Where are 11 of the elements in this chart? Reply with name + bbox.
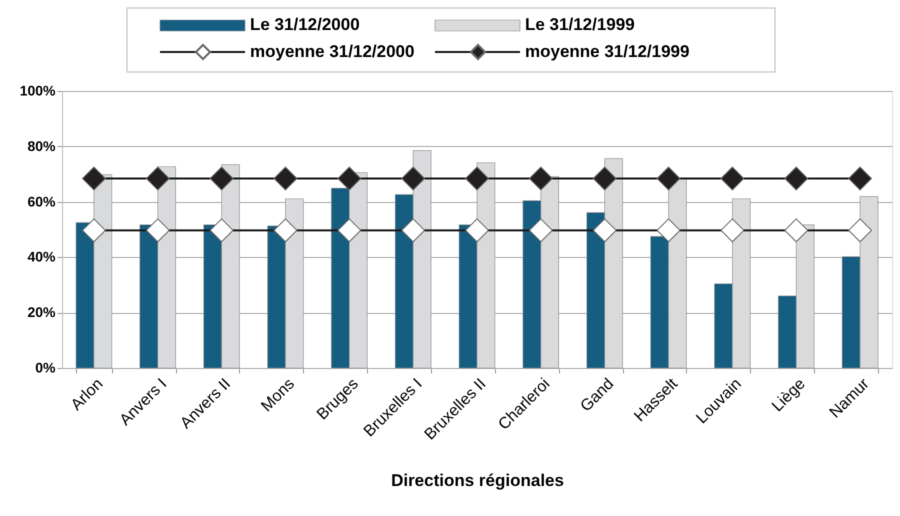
y-tick-label: 100% [20, 82, 56, 98]
x-axis-title: Directions régionales [391, 470, 564, 490]
legend-label: Le 31/12/2000 [250, 15, 360, 34]
legend-label: moyenne 31/12/2000 [250, 42, 414, 61]
legend-label: Le 31/12/1999 [525, 15, 635, 34]
y-tick-label: 60% [27, 193, 56, 210]
y-tick-label: 80% [27, 138, 56, 154]
y-tick-label: 20% [27, 304, 56, 320]
y-tick-label: 40% [27, 248, 56, 265]
y-tick-label: 0% [35, 360, 56, 376]
legend-label: moyenne 31/12/1999 [525, 42, 690, 61]
